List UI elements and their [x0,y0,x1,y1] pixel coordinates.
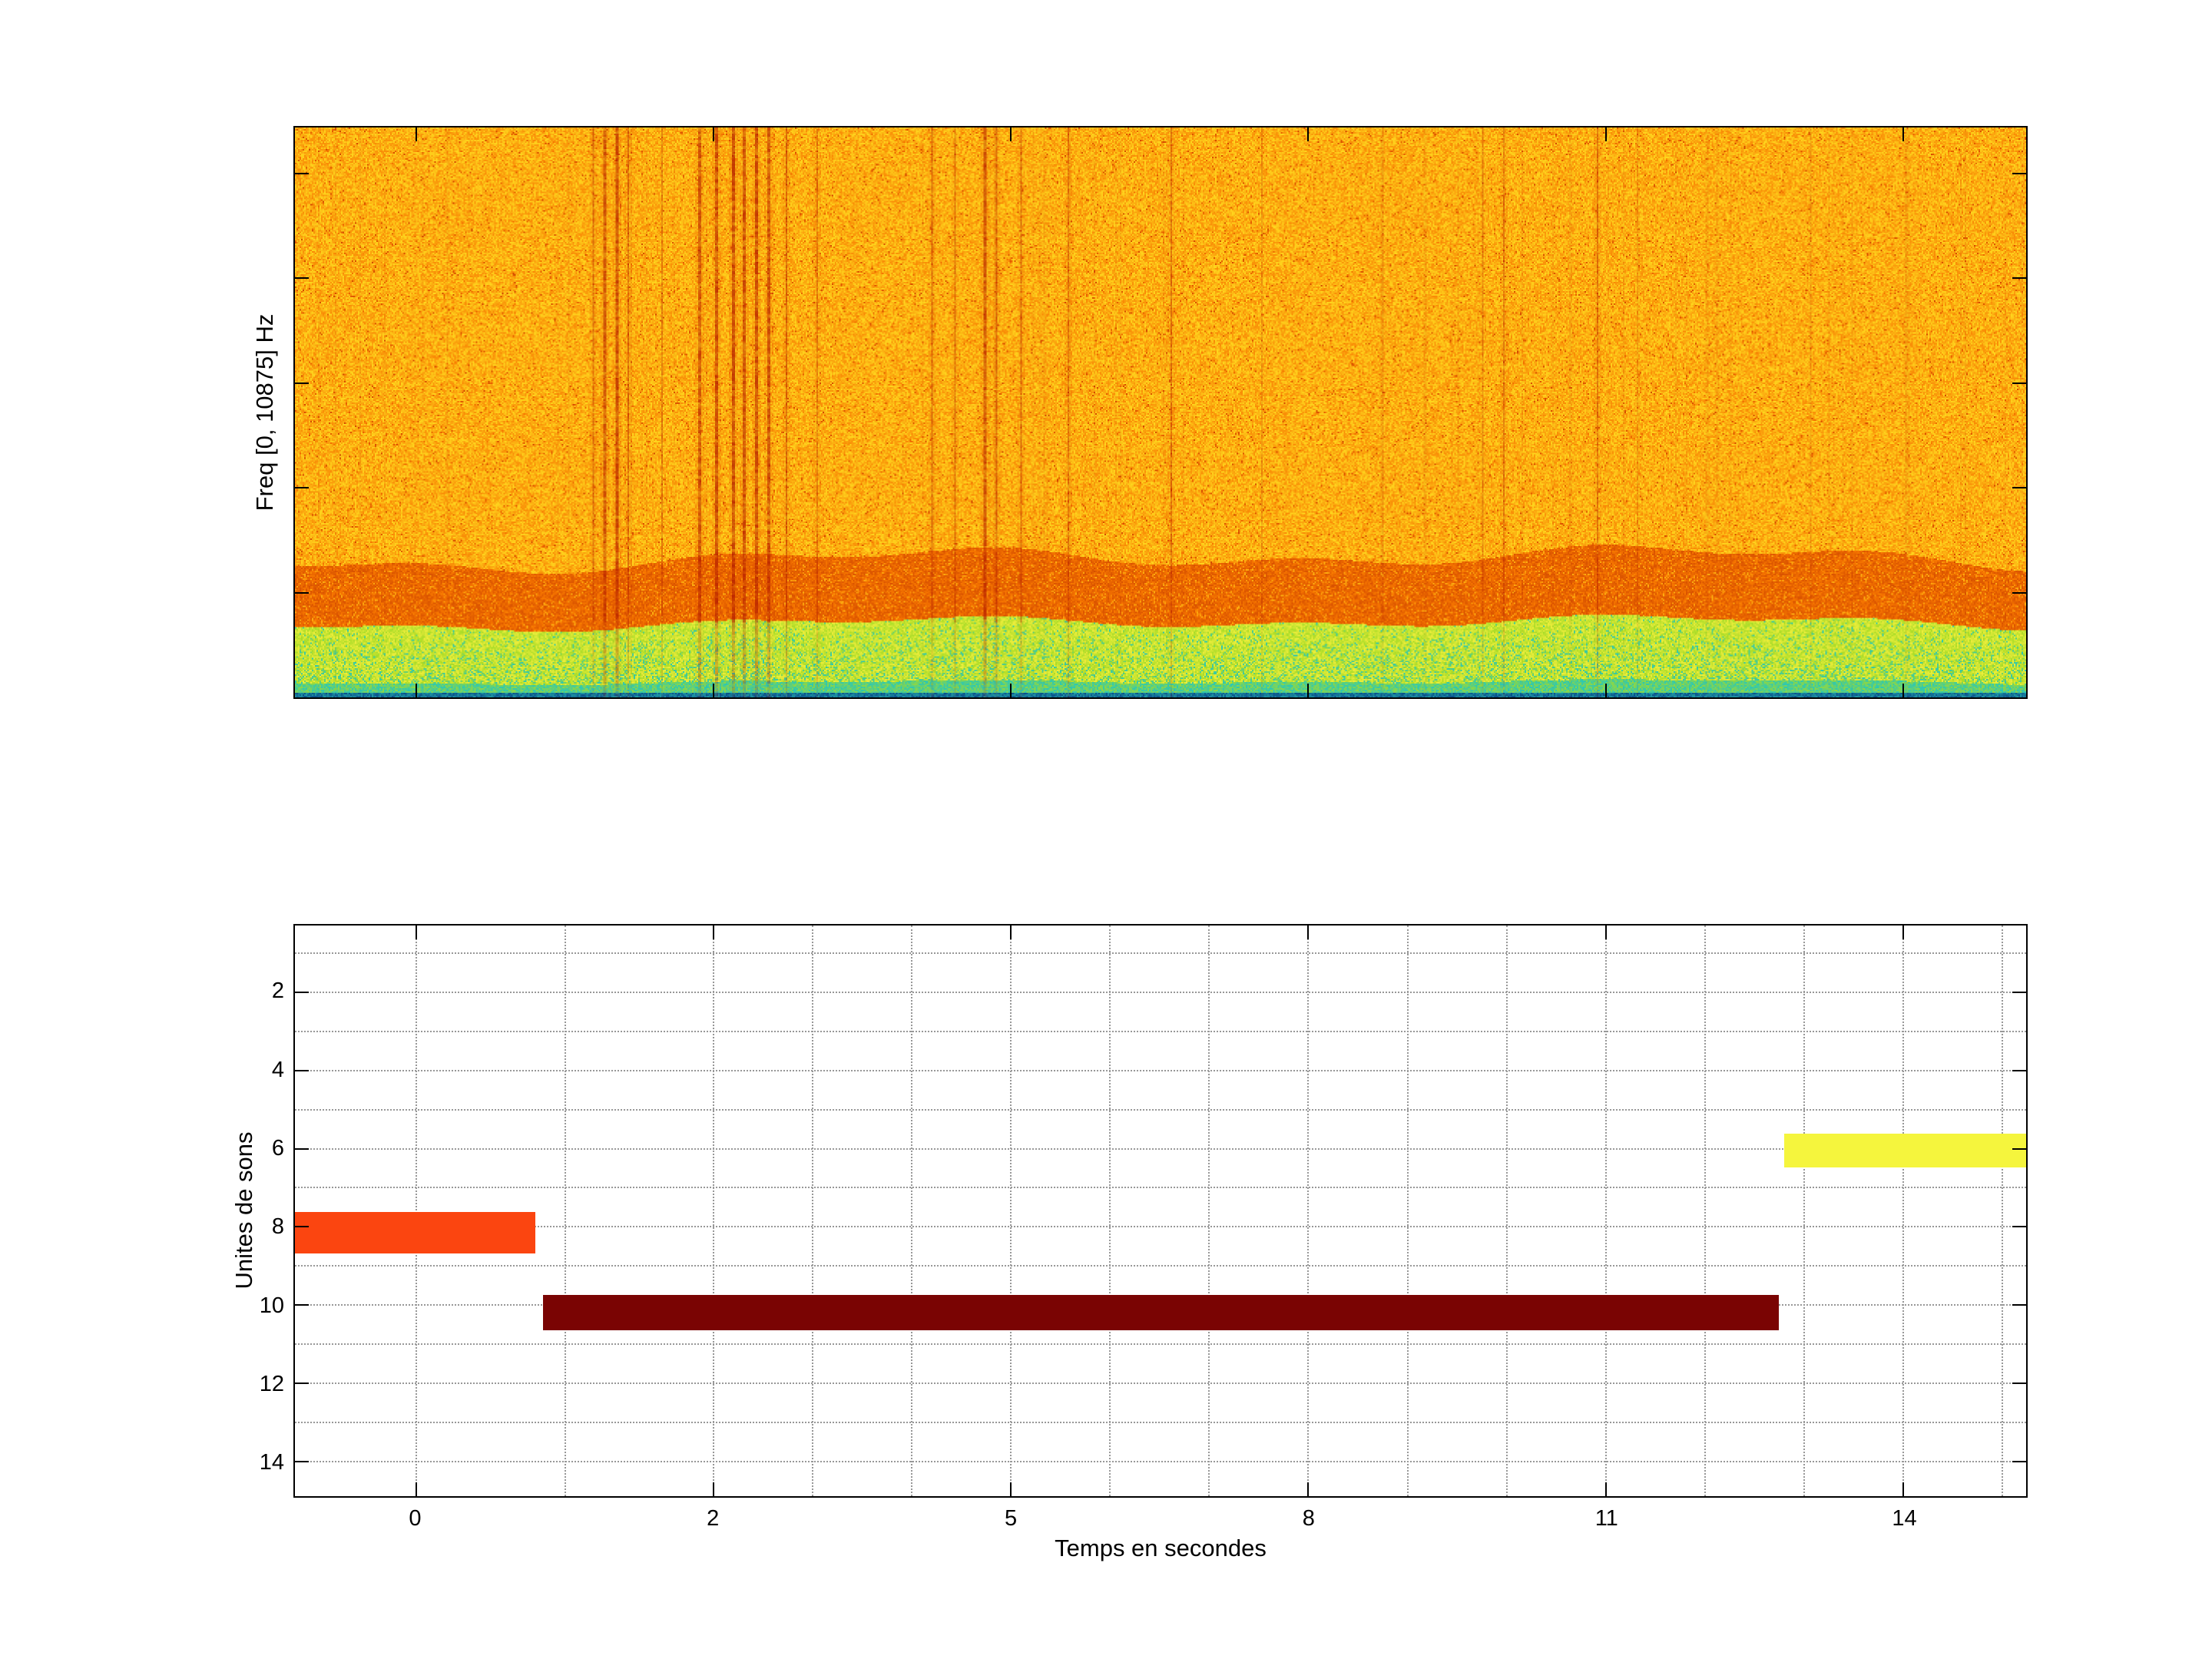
units-y-tick [295,1304,309,1306]
units-y-tick [2012,1226,2026,1228]
x-grid-line [713,926,715,1496]
spectrogram-ylabel: Freq [0, 10875] Hz [251,313,278,512]
y-grid-line [295,1069,2026,1071]
x-grid-line [564,926,566,1496]
x-tick-label: 2 [707,1506,720,1531]
y-tick-label: 6 [271,1136,284,1161]
y-grid-line [295,991,2026,993]
y-grid-line [295,1343,2026,1345]
spec-x-tick [1604,684,1607,697]
units-x-tick [1902,926,1904,939]
spec-x-tick [1010,127,1012,141]
spec-y-tick [2012,172,2026,174]
spec-y-tick [295,277,309,280]
y-tick-label: 12 [259,1372,284,1397]
x-grid-line [1803,926,1805,1496]
units-y-tick [2012,1304,2026,1306]
units-plot-area [293,924,2028,1498]
units-y-tick [2012,991,2026,993]
units-y-tick [2012,1147,2026,1150]
spec-y-tick [295,172,309,174]
y-tick-label: 2 [271,979,284,1004]
spec-y-tick [2012,277,2026,280]
x-grid-line [1704,926,1706,1496]
spec-x-tick [1604,127,1607,141]
x-grid-line [1604,926,1607,1496]
y-tick-label: 4 [271,1057,284,1082]
y-grid-line [295,1382,2026,1384]
units-x-tick [1604,1482,1607,1496]
spec-x-tick [713,684,715,697]
units-y-tick [295,1382,309,1384]
y-tick-label: 10 [259,1293,284,1318]
x-grid-line [812,926,814,1496]
x-grid-line [1406,926,1409,1496]
units-y-tick [2012,1382,2026,1384]
x-tick-label: 5 [1005,1506,1018,1531]
y-grid-line [295,1147,2026,1150]
units-y-tick [295,1069,309,1071]
units-x-tick [1307,926,1310,939]
x-tick-label: 0 [409,1506,422,1531]
x-grid-line [2001,926,2003,1496]
spec-y-tick [295,487,309,489]
x-grid-line [1307,926,1310,1496]
spec-x-tick [713,127,715,141]
units-x-tick [1010,926,1012,939]
units-y-tick [295,991,309,993]
units-y-tick [295,1147,309,1150]
units-y-tick [2012,1460,2026,1462]
x-grid-line [1109,926,1111,1496]
spec-y-tick [295,591,309,594]
y-grid-line [295,1030,2026,1032]
y-grid-line [295,1187,2026,1189]
x-grid-line [416,926,418,1496]
x-tick-label: 11 [1594,1506,1618,1531]
y-grid-line [295,952,2026,955]
spec-y-tick [2012,591,2026,594]
units-x-tick [1010,1482,1012,1496]
units-y-tick [2012,1069,2026,1071]
units-y-tick [295,1226,309,1228]
y-grid-line [295,1226,2026,1228]
spectrogram-plot-area [293,126,2028,699]
units-y-tick [295,1460,309,1462]
units-x-tick [1307,1482,1310,1496]
spec-y-tick [2012,487,2026,489]
spec-x-tick [416,127,418,141]
y-tick-label: 8 [271,1214,284,1240]
segment-unit-8 [295,1212,536,1253]
units-x-tick [416,1482,418,1496]
x-tick-label: 8 [1302,1506,1315,1531]
x-grid-line [1010,926,1012,1496]
units-x-tick [1902,1482,1904,1496]
y-grid-line [295,1265,2026,1267]
spec-x-tick [1010,684,1012,697]
x-grid-line [911,926,913,1496]
x-tick-label: 14 [1892,1506,1917,1531]
spectrogram-image [295,127,2026,697]
units-x-tick [713,1482,715,1496]
y-grid-line [295,1460,2026,1462]
spec-x-tick [1902,127,1904,141]
spec-x-tick [1307,127,1310,141]
y-grid-line [295,1421,2026,1423]
units-x-tick [1604,926,1607,939]
segment-unit-6 [1783,1134,2026,1167]
x-grid-line [1902,926,1904,1496]
spec-x-tick [1902,684,1904,697]
spec-y-tick [295,382,309,384]
y-grid-line [295,1108,2026,1111]
x-grid-line [1505,926,1508,1496]
spec-x-tick [1307,684,1310,697]
spec-y-tick [2012,382,2026,384]
units-x-tick [713,926,715,939]
units-x-tick [416,926,418,939]
time-xlabel: Temps en secondes [1055,1535,1267,1561]
y-tick-label: 14 [259,1450,284,1475]
segment-unit-10 [542,1295,1780,1331]
spec-x-tick [416,684,418,697]
x-grid-line [1208,926,1210,1496]
